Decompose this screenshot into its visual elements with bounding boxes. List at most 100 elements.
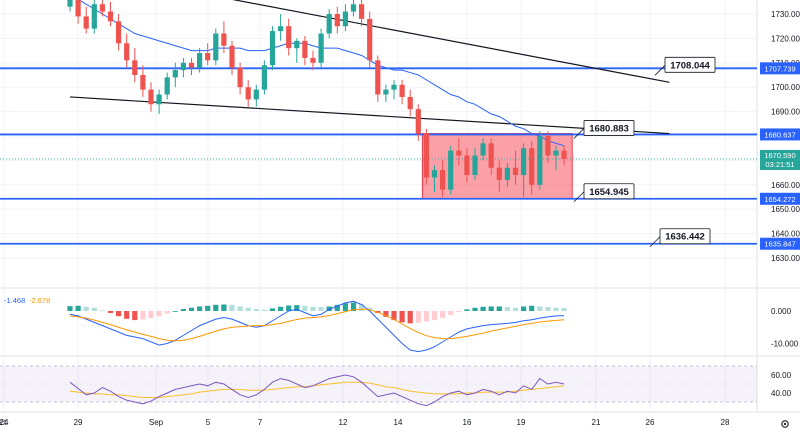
candle-body [464, 155, 470, 176]
macd-histogram-bar [488, 306, 494, 311]
macd-histogram-bar [326, 306, 332, 311]
macd-histogram-bar [67, 306, 73, 311]
candle-body [205, 53, 211, 61]
macd-histogram-bar [148, 311, 154, 319]
macd-histogram-bar [172, 311, 178, 312]
macd-tick-label: -10.000 [771, 340, 799, 349]
macd-histogram-bar [253, 309, 259, 311]
macd-histogram-bar [512, 307, 519, 311]
candle-body [496, 167, 502, 180]
candle-body [480, 143, 486, 156]
price-tick-label: 1700.000 [771, 83, 800, 92]
macd-histogram-bar [415, 311, 421, 323]
current-price-label: 1670.590 [764, 151, 795, 160]
macd-histogram-bar [107, 311, 114, 313]
candle-body [399, 84, 405, 97]
gear-hub [783, 422, 787, 426]
level-callout-box [583, 120, 635, 136]
price-tag [760, 192, 800, 205]
candle-body [197, 53, 203, 68]
macd-histogram-bar [124, 311, 130, 319]
moving-average-line [78, 0, 565, 147]
time-tick-label: Sep [149, 418, 164, 427]
candle-body [553, 150, 559, 156]
macd-histogram-bar [545, 307, 551, 311]
candle-body [561, 150, 567, 159]
macd-value-label: -1.468 [4, 296, 25, 305]
time-tick-label: 28 [721, 418, 730, 427]
macd-histogram-bar [294, 305, 300, 311]
candle-body [423, 133, 429, 178]
macd-histogram-bar [423, 311, 429, 322]
macd-histogram-bar [529, 305, 535, 311]
macd-histogram-bar [391, 311, 397, 321]
candle-body [124, 43, 130, 61]
candle-body [334, 14, 340, 27]
price-tag [760, 62, 800, 75]
candle-body [286, 26, 292, 49]
macd-tick-label: 0.000 [771, 307, 792, 316]
candle-body [415, 109, 421, 134]
candle-body [504, 167, 510, 180]
macd-histogram-bar [359, 303, 365, 311]
price-tag-label: 1707.739 [764, 64, 795, 73]
time-tick-label: 16 [463, 418, 472, 427]
price-pane [0, 0, 757, 245]
candle-body [188, 62, 195, 68]
macd-histogram-bar [521, 306, 527, 311]
callout-leader [573, 128, 585, 139]
macd-histogram-bar [561, 308, 567, 311]
candle-body [67, 0, 73, 7]
time-tick-label: 12 [339, 418, 348, 427]
candle-body [164, 77, 170, 95]
rsi-pane [0, 365, 757, 407]
candle-body [391, 84, 397, 90]
macd-histogram-bar [318, 307, 324, 311]
macd-histogram-bar [472, 307, 478, 311]
gear-ring [781, 420, 789, 428]
candle-body [302, 40, 308, 58]
candle-body [213, 33, 219, 61]
macd-histogram-bar [334, 304, 340, 311]
macd-histogram-bar [383, 311, 389, 317]
macd-histogram-bar [431, 311, 438, 321]
candle-body [140, 75, 146, 90]
settings-gear-icon[interactable] [781, 420, 789, 428]
candle-body [456, 150, 462, 156]
candle-body [83, 16, 89, 29]
candle-body [91, 4, 97, 29]
macd-histogram-bar [456, 311, 462, 312]
macd-histogram-bar [164, 311, 170, 314]
candle-body [245, 87, 251, 100]
macd-signal-line [69, 308, 565, 342]
macd-histogram-bar [132, 311, 138, 321]
macd-histogram-bar [407, 311, 413, 324]
candle-body [359, 4, 365, 19]
candle-body [448, 150, 454, 190]
rsi-tick-label: 40.00 [771, 389, 792, 398]
candle-body [75, 0, 81, 17]
level-callout-box [583, 183, 635, 200]
level-callout-label: 1708.044 [670, 60, 710, 71]
macd-histogram-bar [537, 306, 543, 311]
macd-histogram-bar [278, 306, 284, 311]
candle-body [472, 155, 478, 176]
rsi-line [69, 374, 565, 407]
candle-body [310, 57, 316, 63]
price-tag-label: 1680.637 [764, 130, 795, 139]
candle-body [521, 148, 527, 176]
candle-body [172, 70, 178, 78]
annotations: 1708.044 1707.739 1680.883 1680.637 1654.945… [4, 56, 800, 305]
current-price-tag [760, 149, 800, 170]
candle-body [229, 45, 235, 68]
macd-histogram-bar [261, 309, 267, 311]
level-callout-label: 1654.945 [589, 187, 629, 198]
level-callout-label: 1636.442 [665, 232, 705, 243]
macd-histogram-bar [464, 309, 470, 311]
macd-histogram-bar [480, 306, 486, 311]
price-tick-label: 1720.000 [771, 34, 800, 43]
candle-body [294, 40, 300, 49]
macd-histogram-bar [83, 306, 89, 311]
macd-histogram-bar [197, 306, 203, 311]
